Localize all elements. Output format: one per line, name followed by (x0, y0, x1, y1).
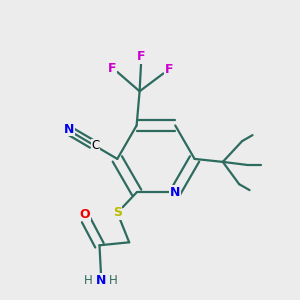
Text: H: H (109, 274, 118, 286)
Text: N: N (170, 186, 181, 199)
Text: O: O (79, 208, 90, 220)
Text: F: F (108, 62, 116, 75)
Text: H: H (84, 274, 93, 286)
Text: F: F (137, 50, 145, 63)
Text: N: N (96, 274, 106, 286)
Text: S: S (113, 206, 122, 219)
Text: N: N (64, 122, 74, 136)
Text: F: F (164, 63, 173, 76)
Text: C: C (92, 139, 100, 152)
